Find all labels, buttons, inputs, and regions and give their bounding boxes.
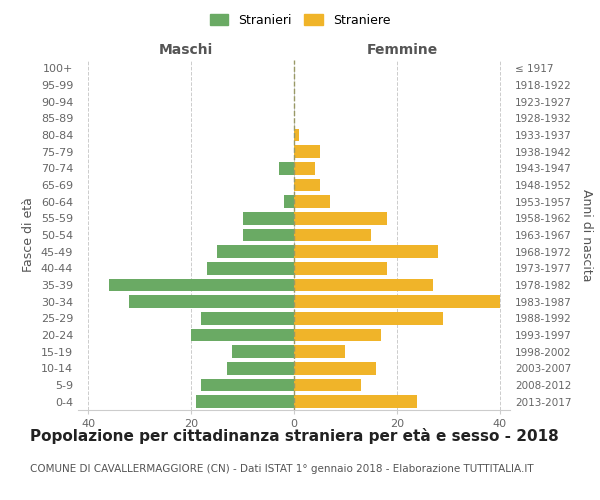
Bar bbox=[294, 212, 386, 224]
Legend: Stranieri, Straniere: Stranieri, Straniere bbox=[205, 8, 395, 32]
Text: Maschi: Maschi bbox=[159, 42, 213, 56]
Bar bbox=[294, 196, 330, 208]
Y-axis label: Fasce di età: Fasce di età bbox=[22, 198, 35, 272]
Bar bbox=[294, 129, 299, 141]
Bar bbox=[202, 312, 294, 324]
Y-axis label: Anni di nascita: Anni di nascita bbox=[580, 188, 593, 281]
Bar bbox=[294, 362, 376, 374]
Bar bbox=[294, 162, 314, 174]
Bar bbox=[294, 296, 500, 308]
Bar bbox=[294, 262, 386, 274]
Bar bbox=[242, 212, 294, 224]
Text: COMUNE DI CAVALLERMAGGIORE (CN) - Dati ISTAT 1° gennaio 2018 - Elaborazione TUTT: COMUNE DI CAVALLERMAGGIORE (CN) - Dati I… bbox=[30, 464, 533, 474]
Bar bbox=[196, 396, 294, 408]
Bar bbox=[130, 296, 294, 308]
Bar bbox=[217, 246, 294, 258]
Bar bbox=[109, 279, 294, 291]
Bar bbox=[294, 312, 443, 324]
Bar bbox=[202, 379, 294, 391]
Bar bbox=[294, 396, 418, 408]
Bar bbox=[294, 329, 382, 341]
Bar bbox=[294, 229, 371, 241]
Bar bbox=[191, 329, 294, 341]
Bar bbox=[232, 346, 294, 358]
Bar bbox=[227, 362, 294, 374]
Bar bbox=[294, 179, 320, 192]
Bar bbox=[284, 196, 294, 208]
Bar bbox=[242, 229, 294, 241]
Bar bbox=[294, 146, 320, 158]
Text: Femmine: Femmine bbox=[367, 42, 437, 56]
Bar bbox=[206, 262, 294, 274]
Text: Popolazione per cittadinanza straniera per età e sesso - 2018: Popolazione per cittadinanza straniera p… bbox=[30, 428, 559, 444]
Bar bbox=[294, 279, 433, 291]
Bar bbox=[294, 246, 438, 258]
Bar bbox=[278, 162, 294, 174]
Bar bbox=[294, 346, 346, 358]
Bar bbox=[294, 379, 361, 391]
